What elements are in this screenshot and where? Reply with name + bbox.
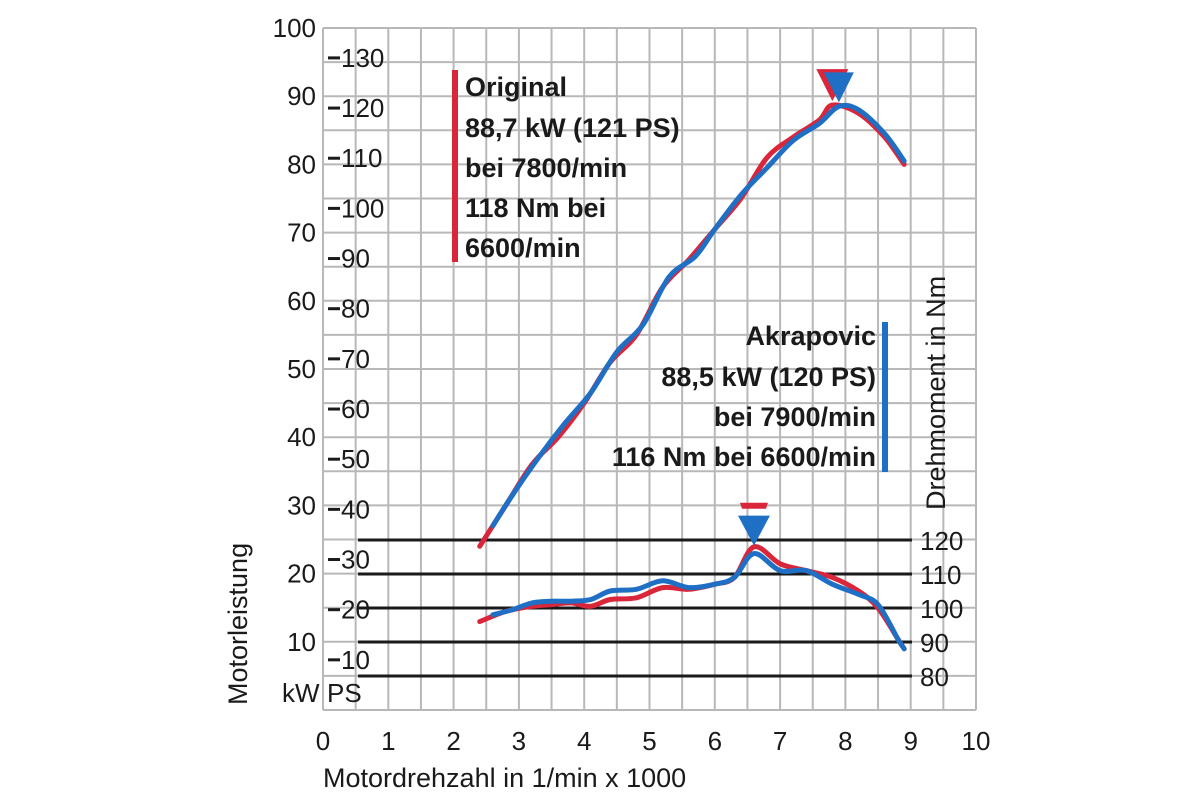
- legend-original: Original 88,7 kW (121 PS) bei 7800/min 1…: [452, 70, 680, 263]
- y-tick-label-ps: 120: [341, 93, 384, 123]
- x-tick-label: 4: [577, 726, 591, 756]
- legend-akrapovic: Akrapovic 88,5 kW (120 PS) bei 7900/min …: [612, 321, 888, 472]
- y-tick-label-ps: 110: [341, 143, 382, 173]
- y-tick-label-ps: 30: [341, 545, 370, 575]
- y-tick-label-kw: 30: [287, 490, 316, 520]
- akrapovic-torque-line: [490, 551, 907, 652]
- x-tick-label: 3: [512, 726, 526, 756]
- x-tick-label: 7: [773, 726, 787, 756]
- legend-original-line: 118 Nm bei: [465, 193, 606, 223]
- akrapovic-torque-peak-marker: [737, 515, 770, 546]
- y-axis-label-torque: Drehmoment in Nm: [921, 276, 951, 510]
- y-tick-label-ps: 80: [341, 294, 370, 324]
- y-tick-label-ps: 90: [341, 244, 370, 274]
- y-tick-label-ps: 40: [341, 494, 370, 524]
- y-tick-label-ps: 60: [341, 394, 370, 424]
- y-tick-label-kw: 70: [287, 218, 316, 248]
- y-tick-label-ps: 130: [341, 43, 384, 73]
- y-tick-label-torque: 120: [920, 526, 963, 556]
- y-tick-label-kw: 90: [287, 81, 316, 111]
- y-tick-label-ps: 70: [341, 344, 370, 374]
- y-tick-label-torque: 110: [920, 560, 961, 590]
- x-tick-label: 2: [446, 726, 460, 756]
- y-tick-label-ps: 50: [341, 444, 370, 474]
- x-tick-label: 6: [708, 726, 722, 756]
- x-tick-label: 9: [903, 726, 917, 756]
- y-tick-label-kw: 80: [287, 149, 316, 179]
- x-tick-label: 5: [642, 726, 656, 756]
- unit-kw-label: kW: [282, 678, 320, 708]
- y-tick-label-torque: 80: [920, 662, 949, 692]
- y-tick-label-kw: 100: [273, 13, 316, 43]
- legend-original-line: 6600/min: [465, 233, 581, 263]
- legend-akrapovic-line: Akrapovic: [745, 321, 876, 351]
- y-axis-label-power: Motorleistung: [223, 543, 253, 705]
- legend-original-line: bei 7800/min: [465, 153, 627, 183]
- x-tick-label: 10: [962, 726, 991, 756]
- x-tick-label: 0: [316, 726, 330, 756]
- y-tick-label-kw: 40: [287, 422, 316, 452]
- x-tick-label: 1: [381, 726, 395, 756]
- y-tick-label-kw: 60: [287, 286, 316, 316]
- legend-akrapovic-line: bei 7900/min: [714, 402, 876, 432]
- legend-original-line: 88,7 kW (121 PS): [465, 113, 680, 143]
- y-tick-label-ps: 20: [341, 595, 370, 625]
- original-torque-line: [477, 544, 907, 652]
- legend-akrapovic-line: 116 Nm bei 6600/min: [612, 442, 876, 472]
- y-tick-label-torque: 100: [920, 594, 963, 624]
- unit-ps-label: PS: [327, 678, 362, 708]
- y-tick-label-kw: 10: [287, 627, 316, 657]
- legend-akrapovic-line: 88,5 kW (120 PS): [661, 362, 876, 392]
- x-tick-label: 8: [838, 726, 852, 756]
- y-tick-label-kw: 20: [287, 559, 316, 589]
- x-axis-label: Motordrehzahl in 1/min x 1000: [323, 763, 686, 793]
- y-tick-label-kw: 50: [287, 354, 316, 384]
- y-tick-label-ps: 10: [341, 645, 370, 675]
- original-torque-peak-marker: [739, 502, 768, 509]
- akrapovic-power-line: [490, 102, 907, 529]
- legend-original-bar: [452, 70, 458, 262]
- legend-original-line: Original: [465, 72, 567, 102]
- y-tick-label-ps: 100: [341, 193, 384, 223]
- legend-akrapovic-bar: [882, 322, 888, 472]
- akrapovic-power-peak-marker: [823, 72, 854, 103]
- y-tick-label-torque: 90: [920, 628, 949, 658]
